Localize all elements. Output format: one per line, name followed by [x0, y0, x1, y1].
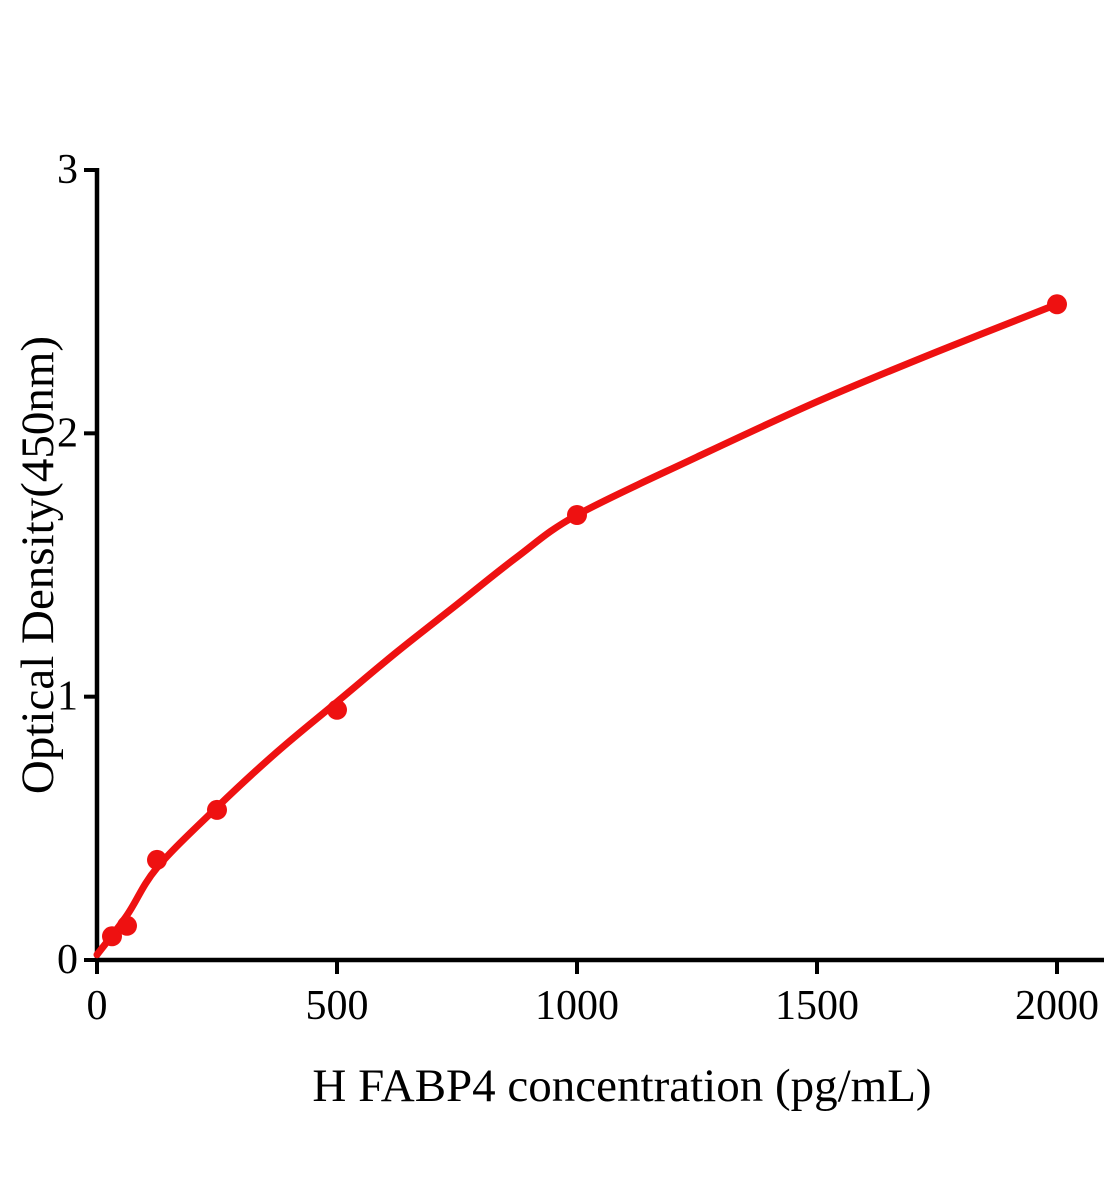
x-tick-label: 1000	[535, 983, 619, 1029]
data-point	[567, 505, 587, 525]
y-axis-title: Optical Density(450nm)	[12, 336, 64, 794]
data-point	[117, 915, 137, 936]
data-point	[207, 799, 227, 820]
data-points	[102, 294, 1067, 947]
x-tick-label: 500	[306, 983, 369, 1029]
y-tick-label: 2	[57, 410, 78, 456]
fitted-curve	[93, 300, 1061, 959]
y-tick-label: 1	[57, 674, 78, 720]
axis-ticks	[84, 168, 1059, 974]
axis-tick-labels: 0 500 1000 1500 2000 0 1 2 3	[57, 147, 1099, 1029]
x-tick-label: 1500	[775, 983, 859, 1029]
axes	[94, 168, 1104, 963]
y-tick-label: 0	[57, 937, 78, 983]
x-axis-title: H FABP4 concentration (pg/mL)	[312, 1060, 931, 1112]
data-point	[327, 699, 347, 720]
x-tick-label: 0	[87, 983, 108, 1029]
data-point	[147, 849, 167, 870]
y-tick-label: 3	[57, 147, 78, 193]
x-tick-label: 2000	[1015, 983, 1099, 1029]
data-point	[102, 926, 122, 947]
data-point	[1047, 294, 1067, 315]
